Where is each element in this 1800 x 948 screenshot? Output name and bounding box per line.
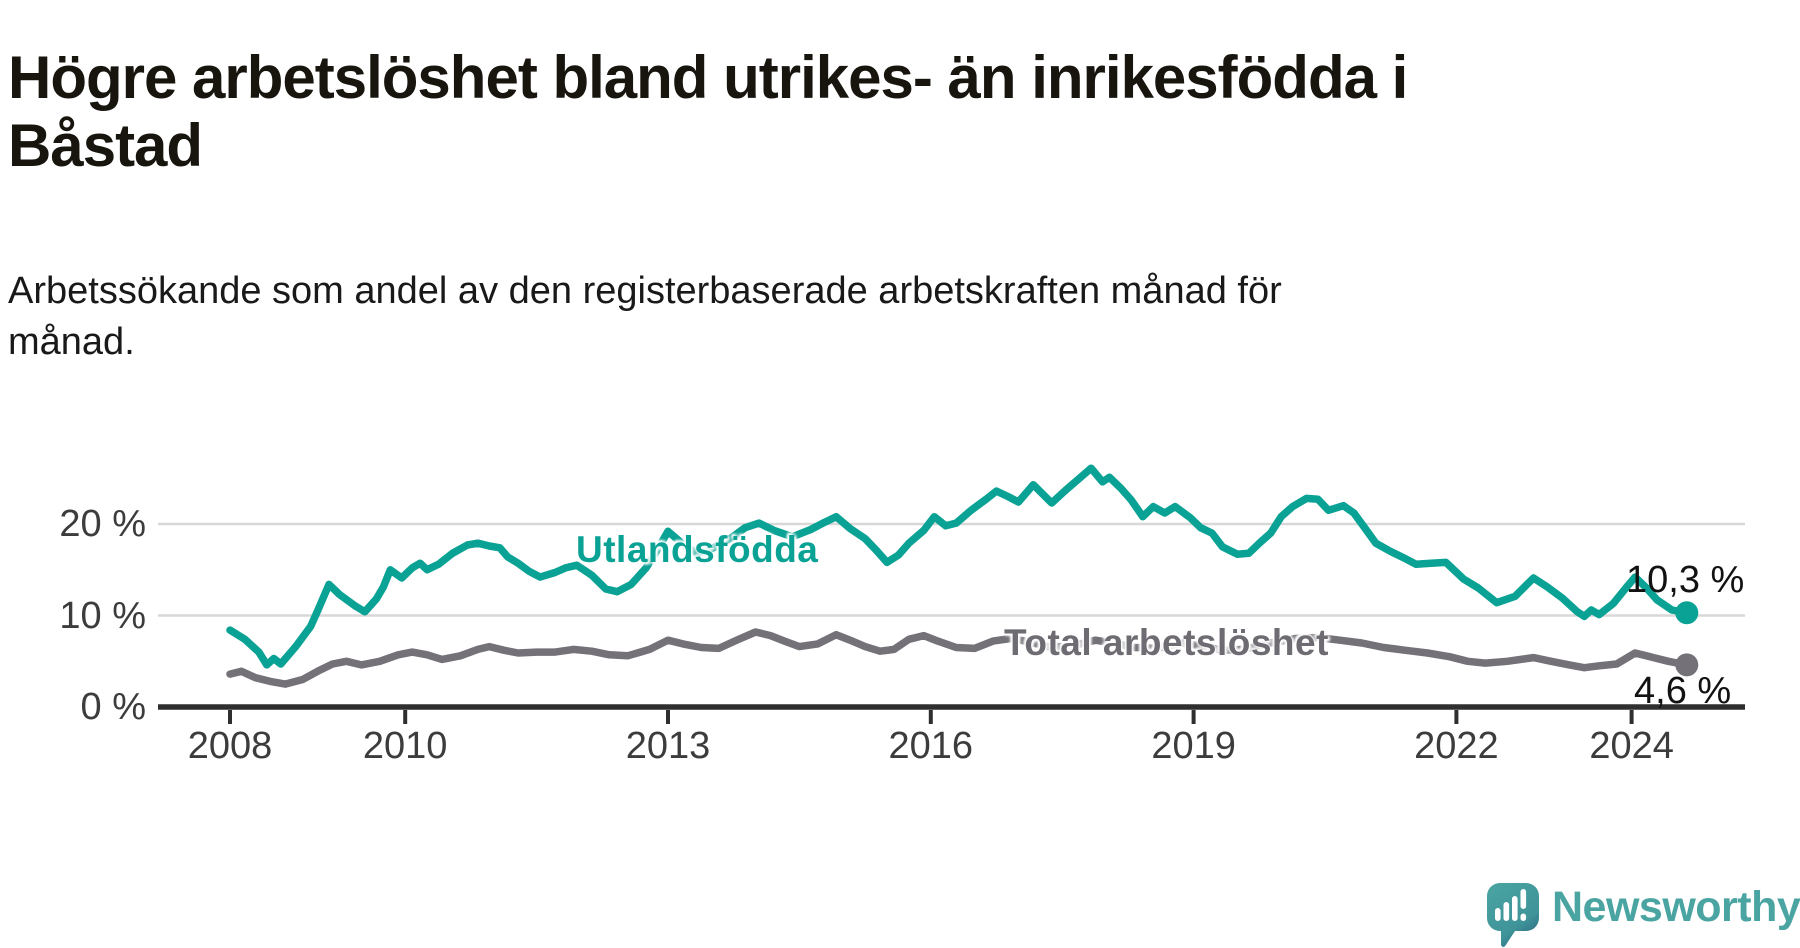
series-label-utlandsfodda: Utlandsfödda bbox=[576, 529, 819, 570]
chart-subtitle: Arbetssökande som andel av den registerb… bbox=[8, 266, 1282, 368]
x-axis-label-2013: 2013 bbox=[625, 725, 711, 767]
y-axis-label-0: 0 % bbox=[80, 686, 146, 728]
end-dot-utlandsfodda bbox=[1675, 601, 1699, 625]
newsworthy-logo-icon bbox=[1487, 883, 1539, 947]
y-axis-label-10: 10 % bbox=[59, 594, 146, 637]
page-title-line-1: Högre arbetslöshet bland utrikes- än inr… bbox=[8, 44, 1408, 112]
page-title-line-2: Båstad bbox=[8, 112, 203, 180]
newsworthy-logo: Newsworthy bbox=[1486, 882, 1800, 948]
x-axis-label-2010: 2010 bbox=[362, 725, 448, 767]
x-axis-label-2019: 2019 bbox=[1151, 725, 1236, 767]
page-title: Högre arbetslöshet bland utrikes- än inr… bbox=[8, 44, 1408, 180]
series-line-total bbox=[226, 628, 1691, 688]
y-axis-label-20: 20 % bbox=[59, 503, 146, 545]
chart-subtitle-line-2: månad. bbox=[8, 321, 135, 363]
x-axis-label-2024: 2024 bbox=[1589, 725, 1674, 767]
x-axis-label-2016: 2016 bbox=[888, 725, 974, 767]
end-value-label-utlandsfodda: 10,3 % bbox=[1626, 559, 1745, 601]
series-line-utlandsfodda bbox=[226, 464, 1691, 669]
newsworthy-logo-text: Newsworthy bbox=[1552, 883, 1800, 931]
x-axis-label-2022: 2022 bbox=[1414, 725, 1499, 767]
end-dot-total bbox=[1675, 653, 1699, 677]
end-value-label-total: 4,6 % bbox=[1634, 670, 1732, 712]
x-axis-label-2008: 2008 bbox=[187, 725, 273, 767]
chart-subtitle-line-1: Arbetssökande som andel av den registerb… bbox=[8, 270, 1282, 312]
series-label-total: Total arbetslöshet bbox=[1004, 622, 1329, 663]
